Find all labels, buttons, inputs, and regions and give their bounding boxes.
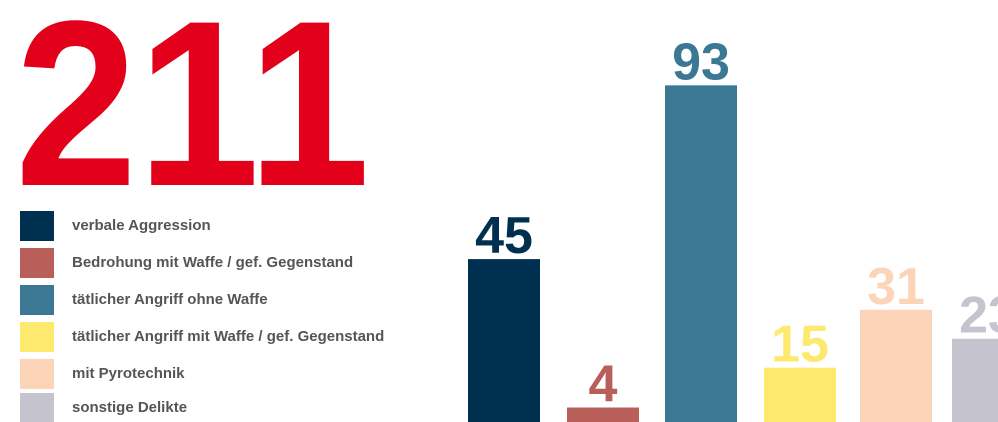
value-label: 23 <box>959 287 998 345</box>
legend-label: Bedrohung mit Waffe / gef. Gegenstand <box>72 254 353 271</box>
legend-swatch <box>20 322 54 352</box>
legend-swatch <box>20 248 54 278</box>
value-label: 45 <box>475 207 533 265</box>
legend-label: verbale Aggression <box>72 217 211 234</box>
legend-swatch <box>20 393 54 422</box>
bar <box>952 338 998 422</box>
bar <box>665 85 737 422</box>
chart-title: 211 <box>15 0 370 236</box>
value-label: 4 <box>589 356 618 414</box>
value-label: 31 <box>867 258 925 316</box>
value-label: 93 <box>672 33 730 91</box>
bar <box>468 259 540 422</box>
bar <box>860 309 932 422</box>
legend-label: mit Pyrotechnik <box>72 365 185 382</box>
legend-swatch <box>20 285 54 315</box>
legend-label: sonstige Delikte <box>72 399 187 416</box>
legend-swatch <box>20 211 54 241</box>
legend-label: tätlicher Angriff ohne Waffe <box>72 291 268 308</box>
value-label: 15 <box>771 316 829 374</box>
legend-swatch <box>20 359 54 389</box>
bar <box>764 367 836 422</box>
bar <box>567 407 639 422</box>
legend-label: tätlicher Angriff mit Waffe / gef. Gegen… <box>72 328 384 345</box>
